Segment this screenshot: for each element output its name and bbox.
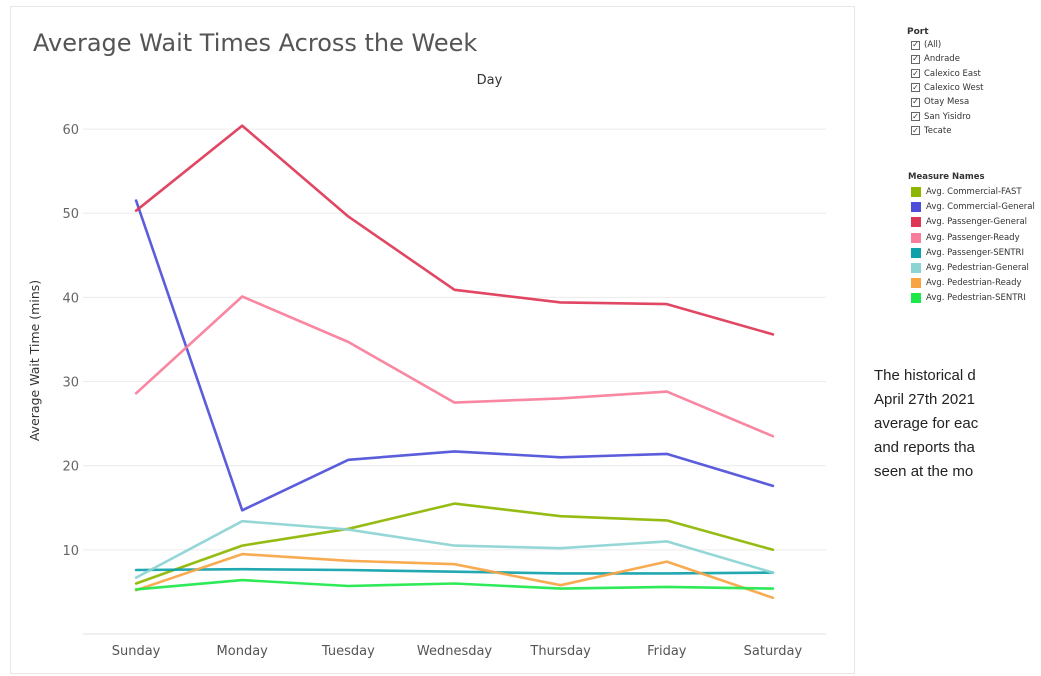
legend-label: Avg. Commercial-FAST bbox=[926, 187, 1022, 197]
port-filter-item[interactable]: ✓ Andrade bbox=[911, 52, 960, 66]
legend-label: Avg. Pedestrian-Ready bbox=[926, 278, 1022, 289]
y-tick-label: 60 bbox=[62, 123, 79, 138]
legend-item[interactable]: Avg. Passenger-General bbox=[911, 215, 1027, 229]
port-filter-item[interactable]: ✓ Tecate bbox=[911, 124, 951, 138]
checkbox-checked-icon[interactable]: ✓ bbox=[911, 68, 920, 79]
legend-item[interactable]: Avg. Commercial-General bbox=[911, 200, 1035, 214]
chart-title: Average Wait Times Across the Week bbox=[33, 29, 478, 57]
port-filter-label: Calexico East bbox=[924, 68, 981, 79]
legend-label: Avg. Commercial-General bbox=[926, 202, 1035, 213]
legend-swatch bbox=[911, 187, 921, 197]
port-filter-label: San Yisidro bbox=[924, 111, 971, 122]
series-line[interactable] bbox=[134, 124, 775, 336]
series-line[interactable] bbox=[134, 199, 775, 512]
chart-panel: Average Wait Times Across the Week 10 20 3… bbox=[10, 6, 855, 674]
checkbox-checked-icon[interactable]: ✓ bbox=[911, 97, 920, 107]
legend-label: Avg. Passenger-General bbox=[926, 217, 1028, 228]
port-filter-label: Calexico West bbox=[924, 82, 984, 93]
legend-label: Avg. Passenger-SENTRI bbox=[926, 247, 1024, 258]
checkbox-checked-icon[interactable]: ✓ bbox=[911, 82, 920, 93]
series-line[interactable] bbox=[134, 502, 775, 585]
y-tick-label: 40 bbox=[62, 291, 79, 306]
line-chart: 10 20 30 40 50 60 Day Average Wait Time (mins) S… bbox=[27, 73, 826, 659]
description-line: and reports tha bbox=[874, 439, 975, 456]
port-filter-item[interactable]: ✓ Calexico West bbox=[911, 81, 983, 95]
legend-label: Avg. Passenger-Ready bbox=[926, 232, 1020, 243]
legend-swatch bbox=[911, 278, 921, 289]
x-axis-title: Day bbox=[477, 73, 503, 88]
series-line[interactable] bbox=[134, 552, 775, 600]
legend-item[interactable]: Avg. Pedestrian-SENTRI bbox=[911, 291, 1026, 305]
legend-swatch bbox=[911, 293, 921, 304]
port-filter-item[interactable]: ✓ Calexico East bbox=[911, 67, 981, 81]
legend-label: Avg. Pedestrian-SENTRI bbox=[926, 293, 1026, 304]
series-line[interactable] bbox=[134, 295, 775, 438]
x-tick-label: Wednesday bbox=[417, 644, 493, 659]
legend-swatch bbox=[911, 247, 921, 258]
x-tick-label: Thursday bbox=[529, 644, 591, 659]
y-tick-label: 20 bbox=[62, 460, 79, 475]
series-line[interactable] bbox=[134, 519, 775, 579]
legend-item[interactable]: Avg. Commercial-FAST bbox=[911, 185, 1022, 199]
checkbox-checked-icon[interactable]: ✓ bbox=[911, 125, 920, 136]
legend-label: Avg. Pedestrian-General bbox=[926, 263, 1029, 273]
y-tick-label: 50 bbox=[62, 207, 79, 222]
y-tick-label: 30 bbox=[62, 376, 79, 391]
legend-swatch bbox=[911, 202, 921, 213]
description-line: The historical d bbox=[874, 367, 976, 384]
legend-title: Measure Names bbox=[908, 172, 985, 182]
y-tick-label: 10 bbox=[62, 544, 79, 559]
legend-swatch bbox=[911, 217, 921, 228]
legend-swatch bbox=[911, 263, 921, 273]
legend-swatch bbox=[911, 232, 921, 243]
series-line[interactable] bbox=[134, 578, 775, 591]
port-filter-label: Andrade bbox=[924, 54, 960, 65]
port-filter-item[interactable]: ✓ San Yisidro bbox=[911, 110, 971, 124]
series-line[interactable] bbox=[134, 567, 775, 575]
checkbox-checked-icon[interactable]: ✓ bbox=[911, 54, 920, 64]
description-line: average for eac bbox=[874, 415, 979, 432]
port-filter-item[interactable]: ✓ Otay Mesa bbox=[911, 95, 969, 109]
side-panel: Port ✓ (All) ✓ Andrade ✓ Calexico East ✓ Calexi… bbox=[900, 0, 1041, 676]
legend-item[interactable]: Avg. Passenger-Ready bbox=[911, 231, 1020, 245]
port-filter-title: Port bbox=[907, 27, 929, 37]
checkbox-checked-icon[interactable]: ✓ bbox=[911, 40, 920, 50]
port-filter-label: (All) bbox=[924, 40, 942, 50]
x-tick-label: Monday bbox=[217, 644, 269, 659]
description-line: April 27th 2021 bbox=[874, 391, 975, 408]
legend-item[interactable]: Avg. Pedestrian-Ready bbox=[911, 276, 1022, 290]
x-tick-label: Saturday bbox=[744, 644, 803, 659]
x-tick-label: Friday bbox=[647, 644, 687, 659]
checkbox-checked-icon[interactable]: ✓ bbox=[911, 111, 920, 121]
x-tick-label: Sunday bbox=[112, 644, 161, 659]
y-axis-title: Average Wait Time (mins) bbox=[27, 280, 42, 441]
port-filter-item[interactable]: ✓ (All) bbox=[911, 38, 941, 52]
legend-item[interactable]: Avg. Pedestrian-General bbox=[911, 261, 1029, 275]
x-tick-label: Tuesday bbox=[321, 644, 375, 659]
description-line: seen at the mo bbox=[874, 463, 974, 480]
legend-item[interactable]: Avg. Passenger-SENTRI bbox=[911, 246, 1024, 260]
port-filter-label: Otay Mesa bbox=[924, 97, 970, 108]
port-filter-label: Tecate bbox=[924, 125, 952, 136]
description-text: The historical d April 27th 2021 average f… bbox=[874, 364, 1041, 484]
